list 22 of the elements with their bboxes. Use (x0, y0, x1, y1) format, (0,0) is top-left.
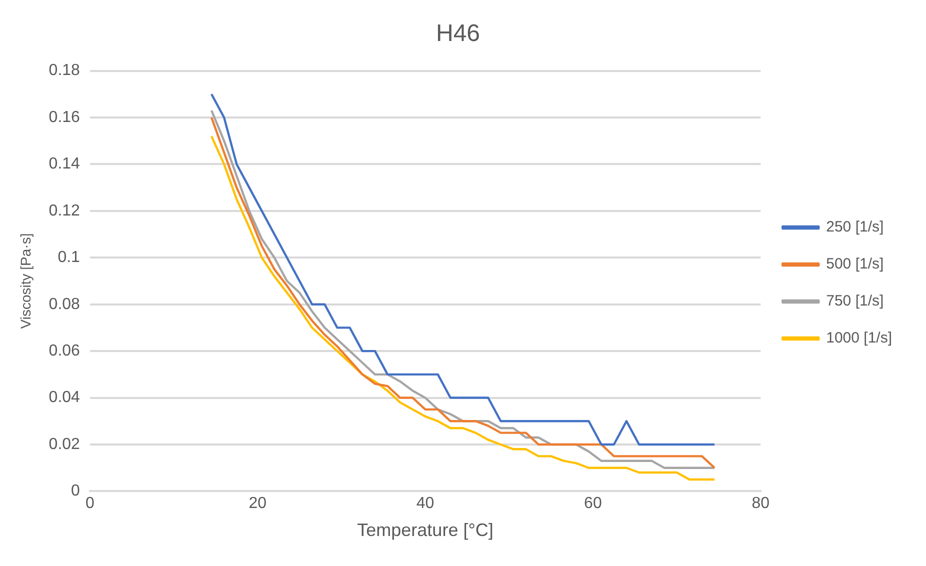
legend-label: 750 [1/s] (826, 292, 884, 310)
y-tick-label: 0.02 (48, 436, 80, 453)
y-tick-label: 0.16 (48, 108, 80, 126)
legend-label: 500 [1/s] (826, 256, 884, 273)
x-axis-title: Temperature [°C] (357, 520, 494, 540)
x-tick-label: 80 (752, 495, 770, 512)
x-tick-label: 20 (248, 495, 267, 512)
legend-label: 250 [1/s] (826, 218, 884, 236)
y-tick-label: 0.18 (48, 62, 80, 80)
y-tick-label: 0 (71, 482, 80, 500)
x-tick-label: 0 (85, 495, 94, 512)
x-tick-label: 60 (584, 495, 602, 512)
y-tick-label: 0.04 (48, 389, 80, 406)
y-tick-label: 0.14 (48, 156, 80, 173)
y-tick-label: 0.12 (48, 202, 80, 220)
x-tick-label: 40 (416, 495, 434, 512)
legend-label: 1000 [1/s] (826, 330, 892, 347)
y-tick-label: 0.08 (48, 296, 80, 313)
y-axis-title: Viscosity [Pa·s] (17, 233, 34, 329)
y-tick-label: 0.06 (48, 342, 80, 360)
y-tick-label: 0.1 (58, 249, 80, 266)
chart-title: H46 (436, 20, 480, 48)
